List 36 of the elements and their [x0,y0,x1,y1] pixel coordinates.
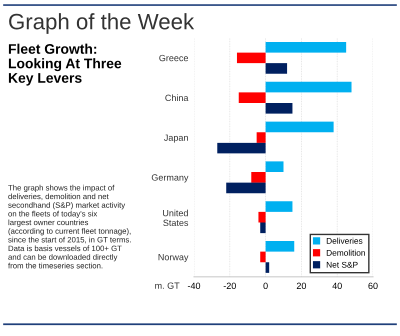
bar [260,252,266,262]
x-axis-title: m. GT [155,282,180,289]
bar [256,132,266,143]
bar [266,161,284,172]
bar [266,262,270,273]
bar [258,212,266,222]
y-tick-label: Germany [152,174,188,182]
legend-label: Demolition [326,250,365,256]
x-tick-label: 40 [332,282,342,290]
bar [266,82,352,92]
x-tick-label: 20 [296,282,306,290]
x-tick-label: -40 [188,282,200,290]
text: Fleet Growth: Looking At Three Key Levers [8,44,122,86]
bar [236,52,266,64]
y-tick-label: Greece [159,54,188,62]
x-tick-label: 60 [368,282,378,290]
x-tick-label: -20 [224,282,236,290]
bar [266,122,334,132]
bar [251,172,266,183]
y-tick-label: United States [163,210,188,226]
bar [266,201,292,212]
y-tick-label: China [165,94,188,102]
bar [226,182,266,194]
y-tick-label: Japan [164,134,188,143]
y-tick-label: Norway [158,254,188,262]
legend-label: Net S&P [326,262,358,268]
bar [266,63,288,74]
bar [266,42,346,53]
chart-title: Graph of the Week [9,13,194,34]
bar [238,92,266,103]
bar [217,142,266,154]
legend-label: Deliveries [326,238,362,244]
bar [266,241,294,252]
bar [266,103,292,114]
x-tick-label: 0 [263,282,268,290]
bar [260,222,266,234]
